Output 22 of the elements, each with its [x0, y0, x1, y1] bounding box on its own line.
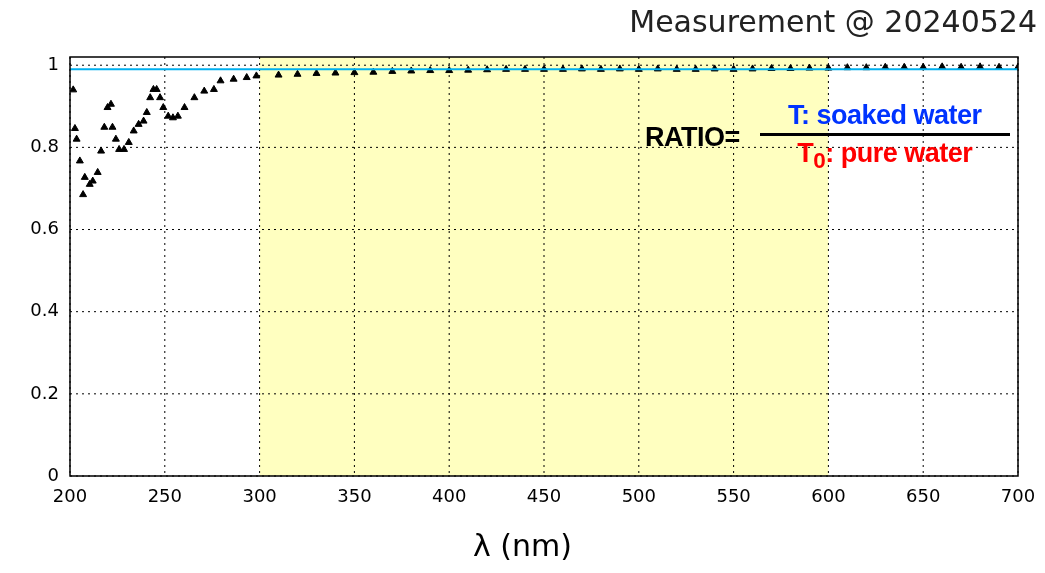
chart-title: Measurement @ 20240524 [629, 4, 1037, 39]
x-tick-label: 400 [432, 485, 467, 507]
y-tick-label: 0 [47, 463, 59, 485]
x-axis-title: λ (nm) [472, 528, 573, 563]
y-tick-label: 0.4 [30, 299, 59, 321]
annotation: T$_{0}$: pure water [796, 138, 974, 175]
x-tick-label: 350 [337, 485, 372, 507]
x-tick-label: 550 [716, 485, 751, 507]
x-tick-label: 650 [906, 485, 941, 507]
y-tick-label: 0.6 [30, 217, 59, 239]
x-tick-label: 300 [242, 485, 277, 507]
y-tick-label: 1 [47, 52, 59, 74]
y-tick-label: 0.2 [30, 381, 59, 403]
x-tick-label: 250 [147, 485, 182, 507]
x-tick-label: 700 [1000, 485, 1036, 507]
x-tick-label: 500 [621, 485, 656, 507]
annotation: RATIO= [645, 121, 740, 153]
x-tick-label: 200 [52, 485, 88, 507]
x-tick-label: 450 [526, 485, 562, 507]
x-tick-label: 600 [811, 485, 846, 507]
annotation: T: soaked water [786, 100, 983, 131]
y-tick-label: 0.8 [30, 135, 59, 157]
